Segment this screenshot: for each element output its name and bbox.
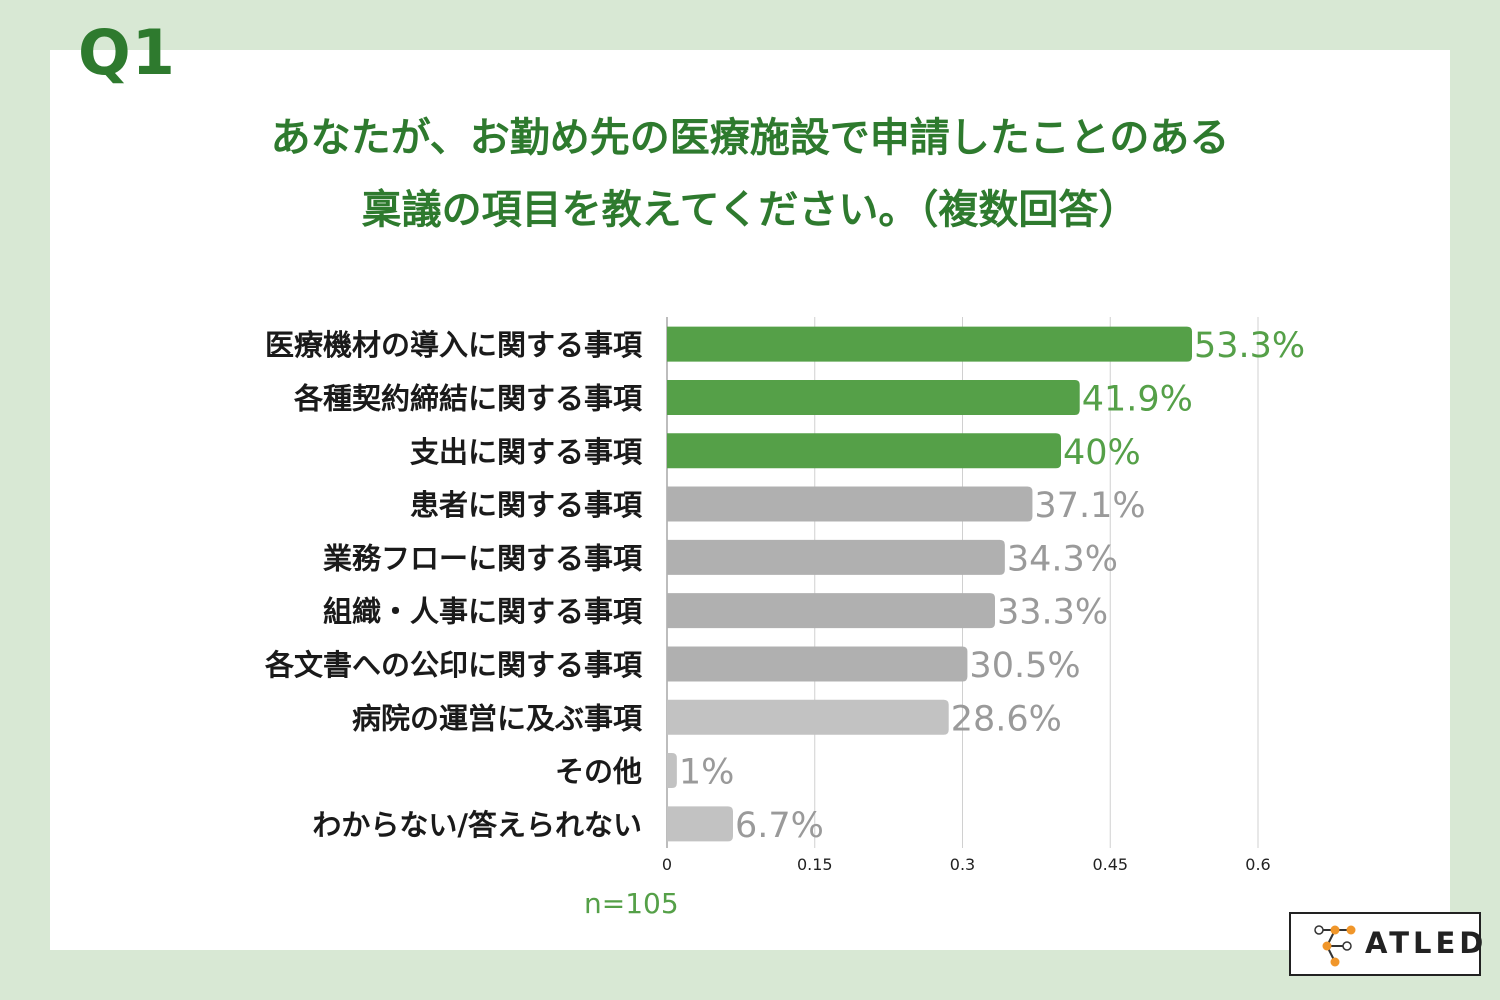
x-tick-label-4: 0.6 [1245,855,1270,874]
data-label-1: 41.9% [1082,379,1193,419]
data-label-7: 28.6% [951,699,1062,739]
bar-5 [667,593,996,629]
bar-6 [667,646,968,682]
category-label-3: 患者に関する事項 [410,488,643,522]
x-tick-label-3: 0.45 [1092,855,1128,874]
x-tick-label-1: 0.15 [797,855,833,874]
category-label-1: 各種契約締結に関する事項 [293,381,643,415]
category-label-8: その他 [555,755,642,789]
bar-7 [667,699,949,735]
category-label-7: 病院の運営に及ぶ事項 [352,701,643,735]
logo-text: ATLED [1365,926,1488,960]
bar-8 [667,753,677,789]
data-label-6: 30.5% [969,646,1080,686]
data-label-8: 1% [679,753,735,793]
logo-nodes-icon [1314,925,1356,967]
bar-2 [667,433,1061,469]
question-label: Q1 [78,16,176,89]
chart-title-line-1: あなたが、お勤め先の医療施設で申請したことのある [270,115,1230,161]
bar-3 [667,486,1033,522]
data-label-5: 33.3% [997,593,1108,633]
atled-logo: ATLED [1289,912,1483,976]
category-label-4: 業務フローに関する事項 [323,541,643,575]
bar-0 [667,326,1193,362]
sample-size-label: n=105 [584,887,679,920]
x-tick-label-0: 0 [662,855,672,874]
chart-title-line-2: 稟議の項目を教えてください。（複数回答） [361,187,1139,233]
data-label-9: 6.7% [735,806,824,846]
category-label-0: 医療機材の導入に関する事項 [265,328,643,362]
category-label-2: 支出に関する事項 [410,435,643,469]
bar-9 [667,806,733,842]
category-label-9: わからない/答えられない [312,808,642,842]
x-tick-label-2: 0.3 [950,855,975,874]
category-label-5: 組織・人事に関する事項 [323,595,643,629]
data-label-4: 34.3% [1007,539,1118,579]
data-label-3: 37.1% [1034,486,1145,526]
bar-1 [667,379,1080,415]
bar-4 [667,539,1005,575]
data-label-2: 40% [1063,433,1141,473]
category-label-6: 各文書への公印に関する事項 [264,648,643,682]
data-label-0: 53.3% [1194,326,1305,366]
